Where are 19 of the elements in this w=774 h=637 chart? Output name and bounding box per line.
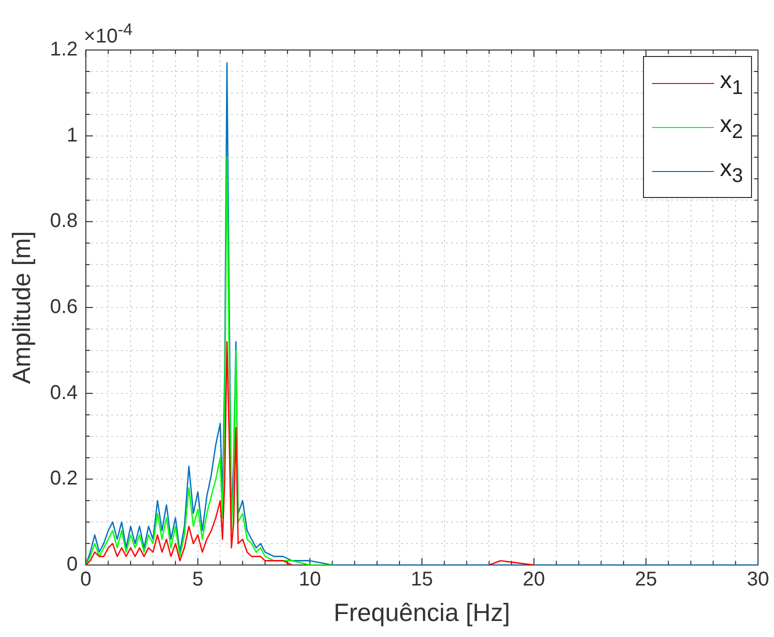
y-tick-label: 0.8 [50, 210, 78, 232]
legend-label: x$_{1}$ [720, 66, 743, 100]
legend-label: x$_{3}$ [720, 154, 743, 188]
x-tick-label: 30 [746, 568, 770, 591]
x-tick-label: 15 [410, 568, 434, 591]
x-tick-label: 20 [522, 568, 546, 591]
x-tick-label: 5 [192, 568, 204, 591]
y-axis-title: Amplitude [m] [8, 231, 36, 384]
y-tick-label: 0.2 [50, 468, 78, 490]
y-tick-label: 0.4 [50, 382, 78, 404]
x-axis-title: Frequência [Hz] [334, 598, 510, 627]
y-tick-label: 1 [66, 124, 78, 146]
x-tick-label: 10 [298, 568, 321, 591]
text: ×10$^{-4}$ [84, 20, 133, 49]
y-tick-label: 1.2 [50, 38, 78, 61]
y-tick-label: 0 [66, 554, 78, 576]
y-tick-label: 0.6 [50, 296, 78, 318]
x-tick-label: 25 [634, 568, 658, 591]
legend-label: x$_{2}$ [720, 110, 743, 144]
